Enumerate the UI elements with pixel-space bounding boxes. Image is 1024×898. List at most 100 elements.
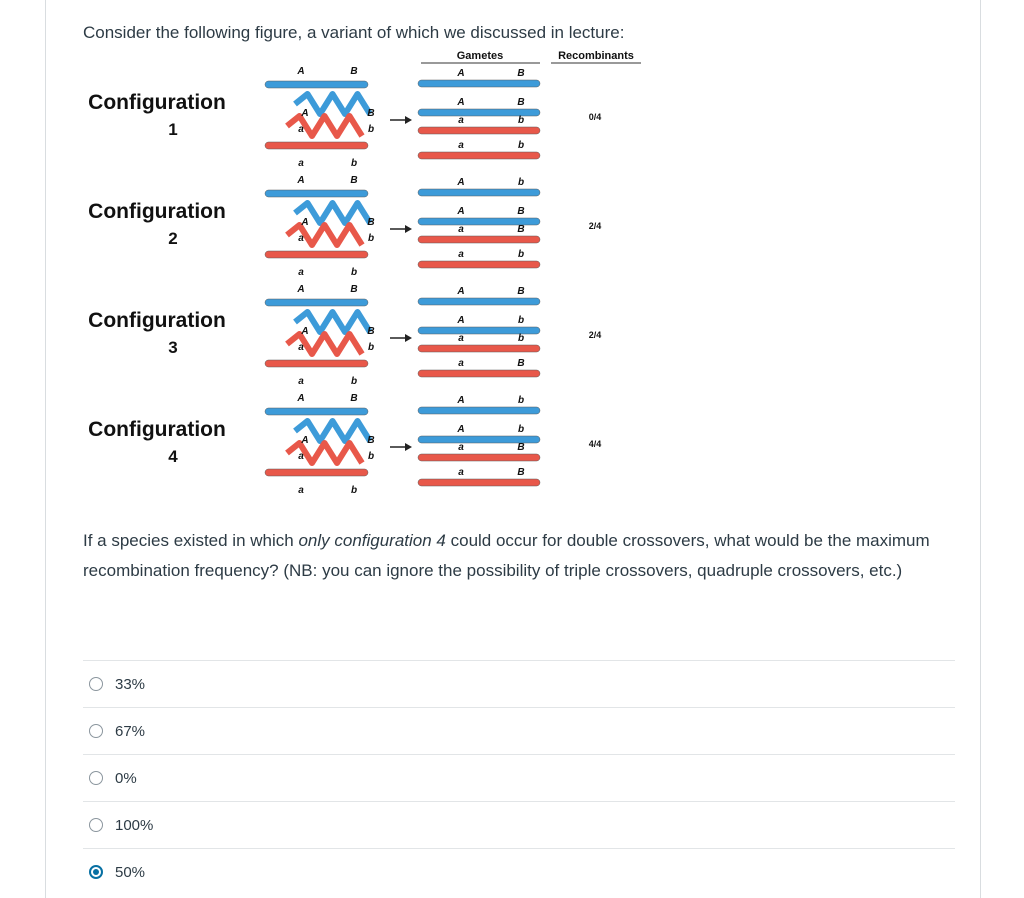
answer-label: 100% [115, 816, 154, 834]
allele-label: b [351, 376, 357, 387]
gamete-allele: A [456, 286, 464, 297]
allele-label: B [367, 108, 374, 119]
gamete-allele: A [456, 177, 464, 188]
chromosome-red-bottom [264, 250, 369, 259]
question-part1: If a species existed in which [83, 531, 299, 550]
allele-label: A [296, 175, 304, 186]
allele-label: A [300, 108, 308, 119]
chromosome-blue-crossover [293, 91, 373, 117]
question-emphasis: only configuration 4 [298, 531, 446, 550]
allele-label: B [367, 217, 374, 228]
arrow-head [405, 443, 412, 451]
chromosome-red-bottom [264, 141, 369, 150]
gamete-bar [417, 126, 541, 135]
recombinants-header: Recombinants [558, 50, 634, 62]
allele-label: a [298, 158, 304, 169]
gamete-bar [417, 297, 541, 306]
gamete-bar [417, 217, 541, 226]
gamete-allele: A [456, 315, 464, 326]
gamete-bar [417, 79, 541, 88]
chromosome-red-crossover [285, 222, 365, 248]
radio-button[interactable] [89, 818, 103, 832]
configuration-label: Configuration [88, 200, 226, 223]
recombinant-fraction: 4/4 [589, 439, 602, 449]
gamete-allele: B [517, 68, 524, 79]
arrow-head [405, 116, 412, 124]
gamete-bar [417, 453, 541, 462]
allele-label: a [298, 267, 304, 278]
gamete-allele: A [456, 424, 464, 435]
gamete-allele: B [517, 286, 524, 297]
radio-button[interactable] [89, 771, 103, 785]
allele-label: b [368, 124, 374, 135]
gamete-allele: b [518, 249, 524, 260]
allele-label: B [367, 435, 374, 446]
allele-label: B [350, 66, 357, 77]
gamete-allele: a [458, 140, 464, 151]
gamete-allele: a [458, 358, 464, 369]
chromosome-red-bottom [264, 359, 369, 368]
allele-label: A [300, 326, 308, 337]
gamete-allele: B [517, 442, 524, 453]
gamete-allele: A [456, 395, 464, 406]
recombinant-fraction: 0/4 [589, 112, 602, 122]
allele-label: A [300, 217, 308, 228]
allele-label: b [368, 342, 374, 353]
gamete-allele: B [517, 97, 524, 108]
chromosome-red-crossover [285, 331, 365, 357]
question-text: If a species existed in which only confi… [83, 526, 943, 586]
arrow-head [405, 334, 412, 342]
recombinant-fraction: 2/4 [589, 330, 602, 340]
allele-label: a [298, 451, 304, 462]
gamete-allele: A [456, 206, 464, 217]
answer-list: 33% 67% 0% 100% 50% [83, 660, 955, 895]
gamete-bar [417, 406, 541, 415]
gamete-allele: b [518, 395, 524, 406]
allele-label: A [296, 393, 304, 404]
crossover-diagram: Gametes Recombinants Configuration 1 A B Aa Bb a… [88, 50, 641, 496]
chromosome-red-crossover [285, 440, 365, 466]
allele-label: b [351, 485, 357, 496]
gamete-allele: B [517, 224, 524, 235]
allele-label: b [368, 451, 374, 462]
gamete-allele: b [518, 315, 524, 326]
allele-label: a [298, 124, 304, 135]
answer-option-50[interactable]: 50% [83, 848, 955, 895]
answer-option-0[interactable]: 0% [83, 754, 955, 801]
configuration-number: 4 [168, 447, 178, 466]
answer-option-100[interactable]: 100% [83, 801, 955, 848]
configuration-number: 1 [168, 120, 177, 139]
gamete-allele: a [458, 249, 464, 260]
allele-label: B [350, 393, 357, 404]
allele-label: a [298, 233, 304, 244]
question-prompt: Consider the following figure, a variant… [83, 23, 625, 42]
gametes-header: Gametes [457, 50, 503, 62]
question-card [45, 0, 981, 898]
gamete-allele: b [518, 333, 524, 344]
answer-option-67[interactable]: 67% [83, 707, 955, 754]
radio-button[interactable] [89, 724, 103, 738]
chromosome-blue-crossover [293, 418, 373, 444]
allele-label: A [300, 435, 308, 446]
allele-label: b [351, 267, 357, 278]
gamete-allele: B [517, 467, 524, 478]
gamete-bar [417, 260, 541, 269]
chromosome-blue-top [264, 298, 369, 307]
chromosome-blue-top [264, 407, 369, 416]
configuration-label: Configuration [88, 91, 226, 114]
radio-button[interactable] [89, 865, 103, 879]
chromosome-blue-top [264, 80, 369, 89]
answer-option-33[interactable]: 33% [83, 660, 955, 707]
gamete-allele: a [458, 115, 464, 126]
radio-button[interactable] [89, 677, 103, 691]
allele-label: a [298, 342, 304, 353]
allele-label: a [298, 376, 304, 387]
recombinant-fraction: 2/4 [589, 221, 602, 231]
gamete-bar [417, 435, 541, 444]
gamete-allele: a [458, 467, 464, 478]
gamete-allele: b [518, 140, 524, 151]
answer-label: 50% [115, 863, 146, 881]
arrow-head [405, 225, 412, 233]
chromosome-blue-crossover [293, 200, 373, 226]
gamete-allele: b [518, 177, 524, 188]
